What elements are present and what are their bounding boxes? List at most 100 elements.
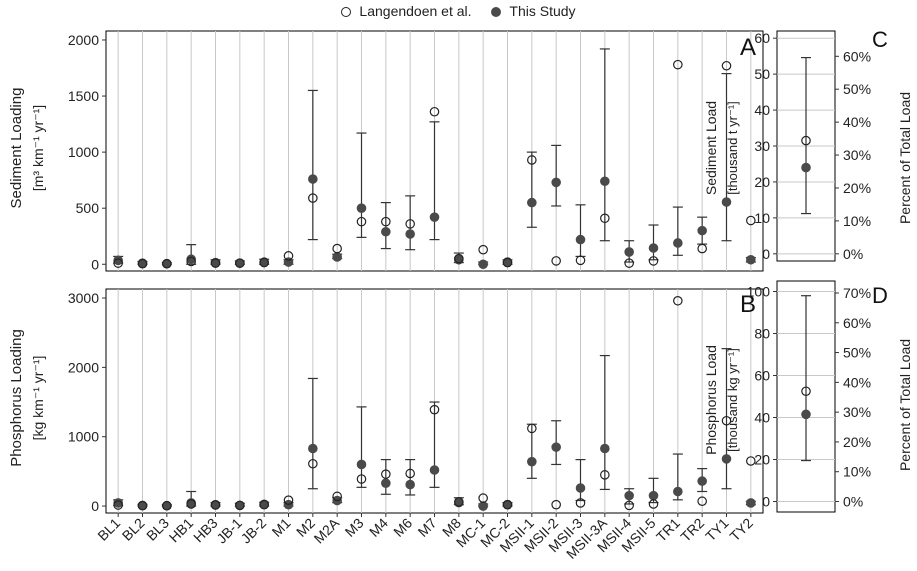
- x-tick-label-JB-2: JB-2: [238, 515, 270, 547]
- panel-a-point-langendoen-BL1: [113, 258, 123, 268]
- panel-a-point-this-study-M2: [308, 174, 318, 184]
- x-tick-label-M4: M4: [366, 515, 391, 540]
- panel-b-point-langendoen-TR2: [697, 496, 707, 507]
- x-tick-label-M7: M7: [415, 515, 440, 540]
- legend-langendoen-label: Langendoen et al.: [359, 3, 472, 19]
- panel-b-point-langendoen-M2A: [332, 491, 342, 502]
- panel-a-point-langendoen-MC-1: [478, 244, 488, 255]
- panel-a-point-this-study-MSII-3A: [600, 176, 610, 187]
- panel-b-point-this-study-MC-1: [478, 501, 488, 511]
- panel-a-ytick-label-500: 500: [76, 200, 100, 216]
- panel-b-point-langendoen-M7: [429, 404, 440, 415]
- panel-b-ytick-label-3000: 3000: [68, 290, 99, 306]
- legend-langendoen: Langendoen et al.: [337, 3, 475, 19]
- panel-b-point-langendoen-M6: [405, 468, 415, 479]
- panel-c-ytick-label-0: 0: [762, 246, 770, 262]
- panel-a-point-this-study-M7: [429, 212, 440, 222]
- panel-a-point-langendoen-BL2: [137, 258, 148, 269]
- panel-b-point-this-study-TY1: [721, 454, 732, 464]
- x-tick-label-M6: M6: [390, 515, 415, 540]
- panel-d-point-this-study: [801, 409, 811, 420]
- panel-d-frame: [776, 280, 836, 513]
- panel-b-point-langendoen-TR1: [673, 295, 683, 306]
- panel-b-point-langendoen-JB-2: [259, 499, 269, 510]
- panel-b-point-this-study-MSII-5: [648, 490, 659, 501]
- panel-a-point-langendoen-M7: [429, 106, 440, 117]
- legend-this-study: This Study: [487, 3, 579, 19]
- panel-b-point-this-study-TR1: [673, 486, 683, 497]
- panel-b-point-this-study-M7: [429, 465, 440, 475]
- panel-a-point-langendoen-MSII-3A: [600, 213, 610, 224]
- panel-b-point-langendoen-MC-2: [502, 499, 513, 510]
- panel-d-point-langendoen: [801, 386, 811, 397]
- panel-a-point-this-study-MSII-2: [551, 177, 561, 188]
- panel-b-point-this-study-MSII-4: [624, 490, 634, 501]
- panel-d-ylabel: Phosphorus Load: [703, 345, 719, 455]
- x-tick-label-HB1: HB1: [166, 515, 197, 546]
- panel-c-ytick-label-50: 50: [754, 66, 770, 82]
- panel-a-point-langendoen-BL3: [162, 258, 172, 269]
- panel-a-point-langendoen-TR1: [673, 59, 683, 70]
- panel-d-ytick-label-40: 40: [754, 410, 770, 426]
- panel-c-ytick-label-60: 60: [754, 30, 770, 46]
- panel-a-point-this-study-MSII-5: [648, 243, 659, 253]
- panel-b-ytick-label-0: 0: [91, 498, 99, 514]
- panel-a-point-langendoen-MSII-1: [527, 155, 537, 165]
- panel-a-point-langendoen-TR2: [697, 243, 707, 254]
- panel-c-right-tick-label-1: 10%: [843, 213, 871, 229]
- panel-b-point-this-study-M3: [356, 459, 367, 470]
- panel-a-point-langendoen-M3: [356, 216, 367, 227]
- panel-b-point-langendoen-MSII-3: [575, 498, 586, 508]
- panel-d-right-tick-label-0: 0%: [843, 494, 863, 510]
- panel-a-ytick-label-1500: 1500: [68, 88, 99, 104]
- panel-c-right-tick-label-6: 60%: [843, 48, 871, 64]
- panel-b-point-this-study-MSII-3: [575, 483, 586, 493]
- legend: Langendoen et al. This Study: [0, 3, 917, 19]
- x-tick-label-BL2: BL2: [119, 515, 148, 544]
- panel-b-ytick-label-2000: 2000: [68, 359, 99, 375]
- panel-b-point-langendoen-BL3: [162, 500, 172, 511]
- panel-b-ylabel-units: [kg km⁻¹ yr⁻¹]: [30, 356, 46, 441]
- panel-b: 0 1000 2000 3000 B Phosphorus Loading [kg k…: [8, 288, 764, 514]
- panel-c-ylabel-units: [thousand t yr⁻¹]: [725, 101, 740, 195]
- panel-a-point-langendoen-M1: [283, 251, 294, 261]
- panel-a-point-this-study-TR2: [697, 225, 707, 236]
- panel-b-point-langendoen-M2: [308, 458, 318, 469]
- panel-c-point-this-study: [801, 162, 811, 173]
- panel-a-point-this-study-M6: [405, 229, 415, 239]
- legend-this-study-label: This Study: [509, 3, 576, 19]
- panel-a-point-langendoen-HB3: [210, 258, 221, 268]
- panel-b-point-this-study-TY2: [746, 498, 756, 508]
- panel-a-ytick-label-0: 0: [91, 256, 99, 272]
- panel-a-ytick-label-2000: 2000: [68, 32, 99, 48]
- x-tick-label-BL1: BL1: [94, 515, 123, 544]
- panel-a-point-this-study-MSII-1: [527, 197, 537, 208]
- panel-d-ytick-label-0: 0: [762, 494, 770, 510]
- panel-c-right-tick-label-4: 40%: [843, 114, 871, 130]
- x-tick-label-M3: M3: [342, 515, 367, 540]
- panel-b-point-langendoen-TY1: [721, 415, 732, 426]
- panel-c-ytick-label-30: 30: [754, 138, 770, 154]
- panel-a-point-this-study-TY1: [721, 197, 732, 207]
- panel-c-ytick-label-40: 40: [754, 102, 770, 118]
- panel-d-right-tick-label-7: 70%: [843, 285, 871, 301]
- panel-a-point-this-study-TY2: [746, 254, 756, 265]
- panel-d-right-tick-label-2: 20%: [843, 434, 871, 450]
- panel-b-point-langendoen-JB-1: [235, 500, 245, 511]
- panel-a-ytick-label-1000: 1000: [68, 144, 99, 160]
- panel-a-point-langendoen-MSII-4: [624, 258, 634, 268]
- panel-d-ytick-label-100: 100: [747, 284, 771, 300]
- panel-c-ylabel-right: Percent of Total Load: [897, 92, 913, 224]
- panel-a-point-langendoen-MSII-2: [551, 256, 561, 266]
- panel-c-point-langendoen: [801, 135, 811, 146]
- panel-d-ylabel-right: Percent of Total Load: [897, 339, 913, 471]
- panel-b-point-langendoen-MSII-5: [648, 499, 659, 509]
- panel-b-point-langendoen-MSII-2: [551, 499, 561, 510]
- panel-b-point-this-study-MSII-1: [527, 456, 537, 467]
- x-tick-label-M1: M1: [269, 515, 294, 540]
- panel-a-point-langendoen-MSII-5: [648, 256, 659, 266]
- panel-a-ylabel: Sediment Loading: [8, 88, 25, 209]
- panel-b-point-langendoen-MSII-4: [624, 500, 634, 511]
